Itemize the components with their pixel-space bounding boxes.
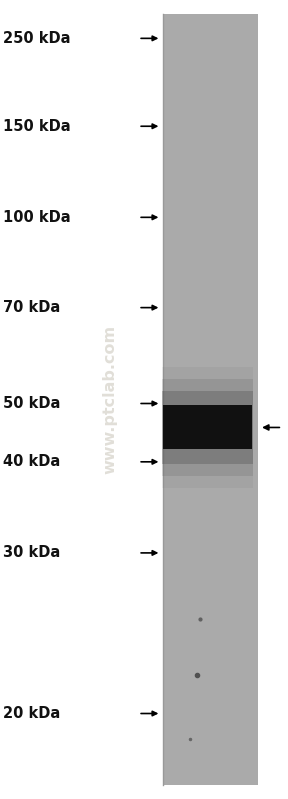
Text: 30 kDa: 30 kDa — [3, 546, 60, 560]
Text: 20 kDa: 20 kDa — [3, 706, 60, 721]
Text: 40 kDa: 40 kDa — [3, 455, 60, 469]
Text: 70 kDa: 70 kDa — [3, 300, 60, 315]
Bar — [162, 391, 253, 463]
Bar — [163, 14, 258, 785]
Text: 50 kDa: 50 kDa — [3, 396, 60, 411]
Bar — [162, 379, 253, 476]
Bar — [162, 368, 253, 487]
Text: 100 kDa: 100 kDa — [3, 210, 71, 225]
Bar — [163, 406, 252, 449]
Text: www.ptclab.com: www.ptclab.com — [102, 325, 117, 474]
Text: 250 kDa: 250 kDa — [3, 31, 70, 46]
Text: 150 kDa: 150 kDa — [3, 119, 71, 133]
